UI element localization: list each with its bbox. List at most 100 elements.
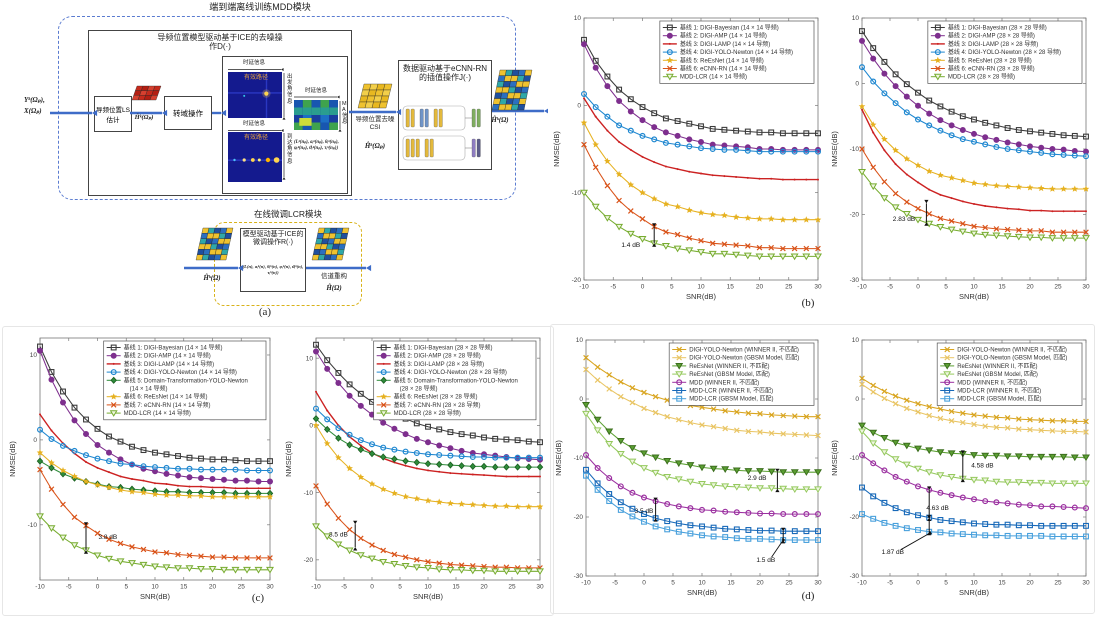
svg-text:基线 1: DIGI-Bayesian (14 × 14 导: 基线 1: DIGI-Bayesian (14 × 14 导频) [124, 344, 223, 352]
svg-text:-5: -5 [610, 284, 616, 291]
finetune-block [240, 228, 306, 292]
svg-text:10: 10 [30, 352, 38, 359]
svg-text:MDD-LCR (GBSM Model, 匹配): MDD-LCR (GBSM Model, 匹配) [957, 396, 1041, 403]
svg-text:DIGI-YOLO-Newton (WINNER II, 不: DIGI-YOLO-Newton (WINNER II, 不匹配) [689, 347, 799, 354]
svg-text:0: 0 [577, 103, 581, 110]
svg-text:20: 20 [756, 284, 764, 291]
svg-text:-5: -5 [66, 584, 72, 591]
svg-text:-10: -10 [304, 490, 314, 497]
svg-text:基线 6: ReEsNet (28 × 28 导频): 基线 6: ReEsNet (28 × 28 导频) [394, 393, 478, 401]
svg-text:3.5 dB: 3.5 dB [329, 531, 348, 538]
svg-text:5: 5 [124, 584, 128, 591]
svg-text:MDD-LCR (WINNER II, 不匹配): MDD-LCR (WINNER II, 不匹配) [689, 388, 773, 395]
svg-text:基线 6: eCNN-RN (14 × 14 导频): 基线 6: eCNN-RN (14 × 14 导频) [680, 65, 767, 73]
delay-info-label-2: 时延信息 [242, 121, 265, 127]
svg-text:-20: -20 [572, 277, 582, 284]
svg-text:5: 5 [670, 284, 674, 291]
svg-text:NMSE(dB): NMSE(dB) [830, 131, 839, 167]
finetune-title: 模型驱动基于ICE的微调操作R(·) [242, 231, 304, 247]
domain-transform-block: 转域操作 [164, 96, 212, 130]
svg-text:0: 0 [579, 396, 583, 403]
svg-text:基线 4: DIGI-YOLO-Newton (28 × 2: 基线 4: DIGI-YOLO-Newton (28 × 28 导频) [394, 368, 507, 376]
svg-text:25: 25 [785, 580, 793, 587]
svg-text:30: 30 [814, 580, 822, 587]
online-input-math: Ĥᵏ(Ω) [203, 274, 221, 282]
svg-text:25: 25 [238, 584, 246, 591]
svg-text:MDD-LCR (28 × 28 导频): MDD-LCR (28 × 28 导频) [394, 409, 461, 417]
svg-text:0: 0 [309, 423, 313, 430]
svg-text:SNR(dB): SNR(dB) [140, 592, 171, 601]
finetune-params-text: (L(n), aᵢᵏ(n), θᵢᵏ(n), φᵢᵏ(n), ϑᵢᵏ(n), τ… [242, 264, 304, 275]
svg-text:10: 10 [574, 15, 582, 22]
svg-text:基线 5: Domain-Transformation-YO: 基线 5: Domain-Transformation-YOLO-Newton [394, 376, 518, 384]
svg-text:基线 7: eCNN-RN (28 × 28 导频): 基线 7: eCNN-RN (28 × 28 导频) [394, 401, 481, 409]
svg-text:基线 1: DIGI-Bayesian (14 × 14 导: 基线 1: DIGI-Bayesian (14 × 14 导频) [680, 24, 779, 32]
svg-text:1.87 dB: 1.87 dB [882, 549, 904, 556]
chart-nmse-d-right: -10 -5 0 5 10 15 20 25 30 10 0 -10 -20 -30 SNR(dB) NMSE… [828, 330, 1096, 606]
svg-text:25: 25 [1054, 580, 1062, 587]
svg-text:SNR(dB): SNR(dB) [959, 292, 990, 301]
svg-text:15: 15 [452, 584, 460, 591]
estimated-params-text: (Lᵏ(nₚ), aᵢᵏ(nₚ), θᵢᵏ(nₚ), φᵢᵏ(nₚ), ϑᵢᵏ(… [294, 140, 339, 152]
svg-text:10: 10 [970, 284, 978, 291]
svg-text:ReEsNet (GBSM Model, 匹配): ReEsNet (GBSM Model, 匹配) [689, 371, 770, 378]
input-signal-y: Yᵏ(Ωₚ), [24, 96, 45, 104]
svg-text:ReEsNet (GBSM Model, 匹配): ReEsNet (GBSM Model, 匹配) [957, 371, 1038, 378]
svg-text:0: 0 [370, 584, 374, 591]
svg-text:基线 6: ReEsNet (14 × 14 导频): 基线 6: ReEsNet (14 × 14 导频) [124, 393, 208, 401]
svg-text:-30: -30 [574, 573, 584, 580]
svg-text:25: 25 [1054, 284, 1062, 291]
svg-text:基线 2: DIGI-AMP (28 × 28 导频): 基线 2: DIGI-AMP (28 × 28 导频) [394, 352, 481, 360]
line-chart-svg: -10 -5 0 5 10 15 20 25 30 10 0 -10 -20 -30 SNR(dB) NMSE… [830, 337, 1090, 597]
svg-text:DIGI-YOLO-Newton (GBSM Model,: DIGI-YOLO-Newton (GBSM Model, 匹配) [689, 355, 799, 362]
svg-text:5: 5 [944, 284, 948, 291]
svg-text:NMSE(dB): NMSE(dB) [830, 440, 839, 476]
svg-text:-5: -5 [887, 284, 893, 291]
svg-text:0: 0 [96, 584, 100, 591]
svg-text:MDD-LCR (WINNER II, 不匹配): MDD-LCR (WINNER II, 不匹配) [957, 388, 1041, 395]
line-chart-svg: -10 -5 0 5 10 15 20 25 30100-10-20SNR(dB)NMSE(dB… [284, 337, 544, 601]
svg-text:-10: -10 [311, 584, 321, 591]
svg-text:1.4 dB: 1.4 dB [621, 242, 640, 249]
svg-text:-20: -20 [574, 514, 584, 521]
svg-text:10: 10 [151, 584, 159, 591]
delay-info-label-3: 时延信息 [304, 88, 327, 94]
svg-text:DIGI-YOLO-Newton (WINNER II, 不: DIGI-YOLO-Newton (WINNER II, 不匹配) [957, 347, 1067, 354]
svg-text:1.5 dB: 1.5 dB [756, 557, 775, 564]
channel-recon-label: 信道重构 [321, 273, 347, 280]
svg-text:5: 5 [671, 580, 675, 587]
svg-text:基线 4: DIGI-YOLO-Newton (14 × 1: 基线 4: DIGI-YOLO-Newton (14 × 14 导频) [124, 368, 237, 376]
svg-text:-5: -5 [612, 580, 618, 587]
delay-info-label-1: 时延信息 [242, 60, 265, 66]
svg-text:SNR(dB): SNR(dB) [959, 588, 990, 597]
line-chart-svg: -10 -5 0 5 10 15 20 25 30100-10-20SNR(dB)NMSE(dB… [552, 15, 822, 301]
svg-text:4.63 dB: 4.63 dB [926, 505, 948, 512]
svg-text:ReEsNet (WINNER II, 不匹配): ReEsNet (WINNER II, 不匹配) [957, 363, 1037, 370]
chart-nmse-c-right: -10 -5 0 5 10 15 20 25 30 10 0 -10 -20 SNR(dB) NMSE(dB… [282, 328, 550, 610]
svg-text:MDD-LCR (14 × 14 导频): MDD-LCR (14 × 14 导频) [680, 73, 747, 81]
svg-text:(28 × 28 导频): (28 × 28 导频) [400, 385, 438, 393]
svg-text:10: 10 [424, 584, 432, 591]
svg-text:基线 3: DIGI-LAMP (14 × 14 导频): 基线 3: DIGI-LAMP (14 × 14 导频) [680, 40, 770, 48]
svg-text:10: 10 [697, 284, 705, 291]
denoised-csi-label: 导频位置去噪CSI [355, 116, 395, 131]
svg-text:NMSE(dB): NMSE(dB) [554, 440, 563, 476]
svg-text:基线 7: eCNN-RN (14 × 14 导频): 基线 7: eCNN-RN (14 × 14 导频) [124, 401, 211, 409]
svg-text:30: 30 [814, 284, 822, 291]
svg-text:-20: -20 [850, 212, 860, 219]
svg-text:15: 15 [998, 284, 1006, 291]
denoise-title: 导频位置模型驱动基于ICE的去噪操作D(·) [157, 33, 283, 52]
ma-info-label: MA信息 [342, 101, 348, 126]
svg-text:10: 10 [852, 15, 860, 22]
svg-text:10: 10 [306, 355, 314, 362]
svg-text:-10: -10 [35, 584, 45, 591]
svg-text:0: 0 [916, 284, 920, 291]
svg-text:-20: -20 [850, 514, 860, 521]
svg-text:SNR(dB): SNR(dB) [413, 592, 444, 601]
svg-text:30: 30 [1082, 580, 1090, 587]
channel-recon-math: Ĥ(Ω) [326, 284, 342, 292]
svg-text:-10: -10 [28, 522, 38, 529]
svg-text:30: 30 [266, 584, 274, 591]
svg-text:20: 20 [480, 584, 488, 591]
